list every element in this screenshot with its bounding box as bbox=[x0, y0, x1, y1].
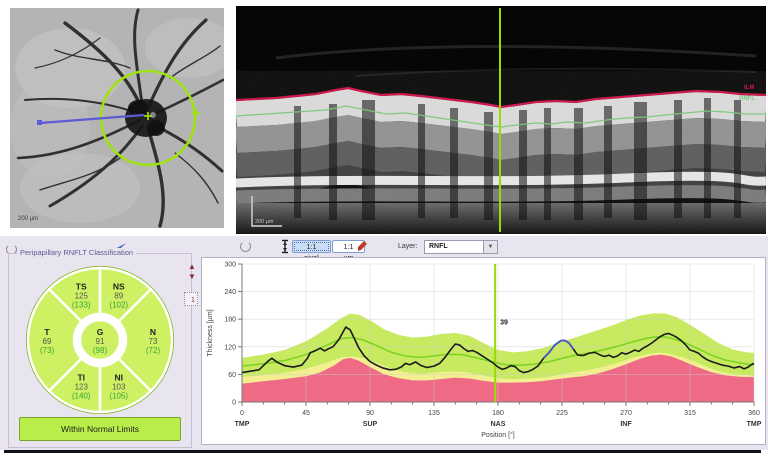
svg-text:TS: TS bbox=[76, 282, 87, 292]
sector-text-T: T69(73) bbox=[40, 327, 55, 355]
svg-text:225: 225 bbox=[556, 410, 568, 417]
svg-text:45: 45 bbox=[302, 410, 310, 417]
region-label-NAS: NAS bbox=[491, 421, 506, 428]
oct-bscan-image[interactable]: 200 µm ILM RNFL bbox=[235, 6, 767, 234]
fundus-graphic: 200 µm bbox=[10, 8, 235, 228]
sector-text-N: N73(72) bbox=[146, 327, 161, 355]
svg-text:73: 73 bbox=[149, 337, 158, 346]
svg-text:270: 270 bbox=[620, 410, 632, 417]
sector-NS bbox=[98, 266, 153, 324]
svg-text:360: 360 bbox=[748, 410, 760, 417]
rnfl-profile-chart-panel[interactable]: 0 45 90 135 180 225 270 315 360 0 60 120 180 240 300 TM… bbox=[201, 257, 766, 445]
sector-chart: TS125(133)NS89(102)N73(72)NI103(105)TI12… bbox=[25, 265, 175, 415]
axes bbox=[238, 263, 755, 406]
sector-G bbox=[78, 318, 122, 362]
svg-text:(73): (73) bbox=[40, 346, 55, 355]
oct-bscan-graphic: 200 µm ILM RNFL bbox=[235, 6, 767, 234]
one-to-one-pixel-button[interactable]: 1:1 pixel bbox=[292, 240, 331, 262]
svg-text:60: 60 bbox=[228, 372, 236, 379]
chevron-down-icon[interactable]: ▼ bbox=[483, 241, 497, 253]
oct-scale-bar: 200 µm bbox=[251, 196, 282, 227]
svg-text:(72): (72) bbox=[146, 346, 161, 355]
svg-text:NI: NI bbox=[115, 372, 124, 382]
svg-text:(98): (98) bbox=[93, 346, 108, 355]
rnfl-segmentation-line[interactable] bbox=[235, 105, 766, 128]
sector-text-G: G91(98) bbox=[93, 327, 108, 355]
svg-text:125: 125 bbox=[75, 292, 89, 301]
sector-TS bbox=[47, 266, 102, 324]
ilm-label: ILM bbox=[744, 85, 754, 91]
y-axis-title: Thickness [µm] bbox=[207, 309, 214, 356]
svg-text:TI: TI bbox=[77, 372, 85, 382]
svg-text:0: 0 bbox=[240, 410, 244, 417]
svg-text:300: 300 bbox=[224, 262, 236, 269]
spin-down-button[interactable]: ▼ bbox=[186, 271, 198, 281]
layer-dropdown[interactable]: RNFL ▼ bbox=[424, 240, 498, 254]
sector-T bbox=[26, 287, 84, 393]
svg-text:(105): (105) bbox=[109, 391, 128, 400]
rnflt-classification-groupbox: Peripapillary RNFLT Classification TS 125… bbox=[8, 248, 192, 448]
svg-text:91: 91 bbox=[96, 337, 105, 346]
layer-label: Layer: bbox=[398, 243, 418, 250]
region-label-TMP: TMP bbox=[235, 421, 250, 428]
measured-curve bbox=[241, 326, 755, 374]
layer-dropdown-value: RNFL bbox=[429, 243, 448, 250]
x-axis-title: Position [°] bbox=[481, 431, 515, 439]
panel-bottom-rule bbox=[4, 450, 761, 453]
svg-text:90: 90 bbox=[366, 410, 374, 417]
svg-text:315: 315 bbox=[684, 410, 696, 417]
rnfl-profile-chart: 0 45 90 135 180 225 270 315 360 0 60 120 180 240 300 TM… bbox=[207, 262, 762, 440]
spin-up-button[interactable]: ▲ bbox=[186, 261, 198, 271]
refresh-icon[interactable] bbox=[240, 241, 251, 252]
region-label-SUP: SUP bbox=[363, 421, 378, 428]
svg-text:(102): (102) bbox=[109, 301, 128, 310]
svg-text:89: 89 bbox=[114, 292, 123, 301]
rnfl-label: RNFL bbox=[739, 96, 755, 102]
sector-N bbox=[116, 287, 174, 393]
svg-text:120: 120 bbox=[224, 344, 236, 351]
fodi-axis-line[interactable] bbox=[39, 113, 145, 125]
svg-text:T: T bbox=[44, 327, 50, 337]
svg-text:180: 180 bbox=[224, 317, 236, 324]
svg-text:N: N bbox=[150, 327, 156, 337]
svg-text:200 µm: 200 µm bbox=[255, 219, 274, 225]
classification-status-badge: Within Normal Limits bbox=[19, 417, 181, 441]
normal-mean-curve bbox=[241, 335, 755, 367]
svg-text:G: G bbox=[97, 327, 104, 337]
svg-text:135: 135 bbox=[428, 410, 440, 417]
fundus-scale-label: 200 µm bbox=[18, 216, 38, 222]
sector-NI bbox=[98, 356, 153, 414]
vertical-measure-icon[interactable] bbox=[280, 239, 290, 254]
groupbox-title: Peripapillary RNFLT Classification bbox=[17, 248, 137, 257]
svg-text:180: 180 bbox=[492, 410, 504, 417]
scan-center-marker bbox=[144, 109, 200, 120]
section-index-button[interactable]: 1 bbox=[184, 292, 198, 306]
svg-text:240: 240 bbox=[224, 289, 236, 296]
svg-text:103: 103 bbox=[112, 382, 126, 391]
region-label-TMP: TMP bbox=[747, 421, 762, 428]
measured-highlight-curve bbox=[542, 339, 575, 359]
tick-labels: 0 45 90 135 180 225 270 315 360 0 60 120 180 240 300 TM… bbox=[207, 262, 762, 440]
svg-text:69: 69 bbox=[43, 337, 52, 346]
svg-text:(140): (140) bbox=[72, 391, 91, 400]
svg-text:(133): (133) bbox=[72, 301, 91, 310]
region-label-INF: INF bbox=[620, 421, 632, 428]
svg-text:NS: NS bbox=[113, 282, 125, 292]
svg-text:0: 0 bbox=[232, 400, 236, 407]
fundus-image[interactable]: 200 µm bbox=[10, 8, 235, 228]
svg-text:123: 123 bbox=[75, 382, 89, 391]
pen-icon[interactable] bbox=[356, 240, 368, 253]
cursor-value: 39 bbox=[500, 320, 508, 327]
sector-TI bbox=[47, 356, 102, 414]
